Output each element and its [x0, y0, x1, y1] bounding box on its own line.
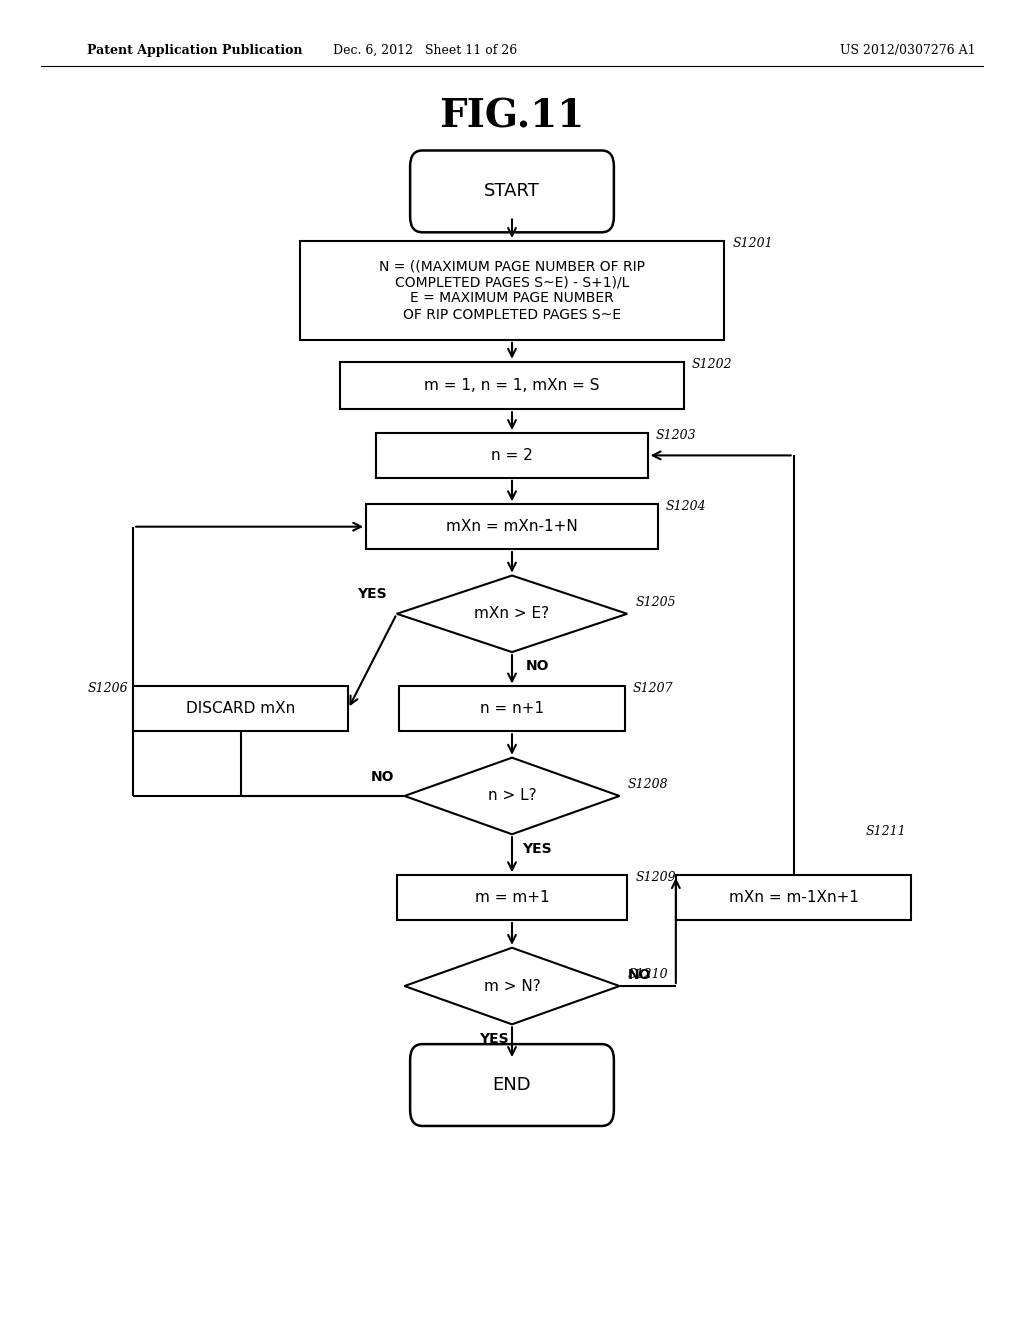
Bar: [340, 362, 684, 409]
Text: START: START: [484, 182, 540, 201]
Text: YES: YES: [479, 1032, 508, 1047]
Text: Dec. 6, 2012   Sheet 11 of 26: Dec. 6, 2012 Sheet 11 of 26: [333, 44, 517, 57]
Bar: [397, 875, 627, 920]
Text: S1205: S1205: [635, 595, 676, 609]
FancyBboxPatch shape: [410, 1044, 613, 1126]
Text: N = ((MAXIMUM PAGE NUMBER OF RIP
COMPLETED PAGES S~E) - S+1)/L
E = MAXIMUM PAGE : N = ((MAXIMUM PAGE NUMBER OF RIP COMPLET…: [379, 259, 645, 322]
Text: m = m+1: m = m+1: [475, 890, 549, 906]
Polygon shape: [404, 948, 620, 1024]
FancyBboxPatch shape: [410, 150, 613, 232]
Text: mXn > E?: mXn > E?: [474, 606, 550, 622]
Text: END: END: [493, 1076, 531, 1094]
Text: S1203: S1203: [656, 429, 696, 442]
Text: NO: NO: [525, 659, 549, 673]
Polygon shape: [404, 758, 620, 834]
Polygon shape: [397, 576, 627, 652]
Text: S1207: S1207: [633, 682, 674, 696]
Text: NO: NO: [628, 969, 651, 982]
Bar: [377, 433, 648, 478]
Text: YES: YES: [357, 587, 387, 601]
Text: S1201: S1201: [733, 238, 773, 249]
Text: mXn = m-1Xn+1: mXn = m-1Xn+1: [729, 890, 858, 906]
Text: m > N?: m > N?: [483, 978, 541, 994]
Text: S1204: S1204: [666, 500, 707, 513]
Text: Patent Application Publication: Patent Application Publication: [87, 44, 302, 57]
Text: S1209: S1209: [635, 871, 676, 884]
Text: n > L?: n > L?: [487, 788, 537, 804]
Bar: [367, 504, 658, 549]
Text: S1208: S1208: [628, 777, 669, 791]
Text: S1211: S1211: [865, 825, 906, 838]
Text: n = 2: n = 2: [492, 447, 532, 463]
Text: DISCARD mXn: DISCARD mXn: [186, 701, 295, 717]
Text: NO: NO: [371, 771, 394, 784]
Bar: [133, 686, 348, 731]
Text: YES: YES: [522, 842, 552, 857]
Text: n = n+1: n = n+1: [480, 701, 544, 717]
Bar: [399, 686, 625, 731]
Text: US 2012/0307276 A1: US 2012/0307276 A1: [840, 44, 975, 57]
Text: S1202: S1202: [692, 358, 732, 371]
Text: S1210: S1210: [628, 968, 669, 981]
Bar: [299, 242, 725, 339]
Text: FIG.11: FIG.11: [439, 98, 585, 135]
Text: mXn = mXn-1+N: mXn = mXn-1+N: [446, 519, 578, 535]
Bar: [676, 875, 911, 920]
Text: S1206: S1206: [87, 682, 128, 696]
Text: m = 1, n = 1, mXn = S: m = 1, n = 1, mXn = S: [424, 378, 600, 393]
